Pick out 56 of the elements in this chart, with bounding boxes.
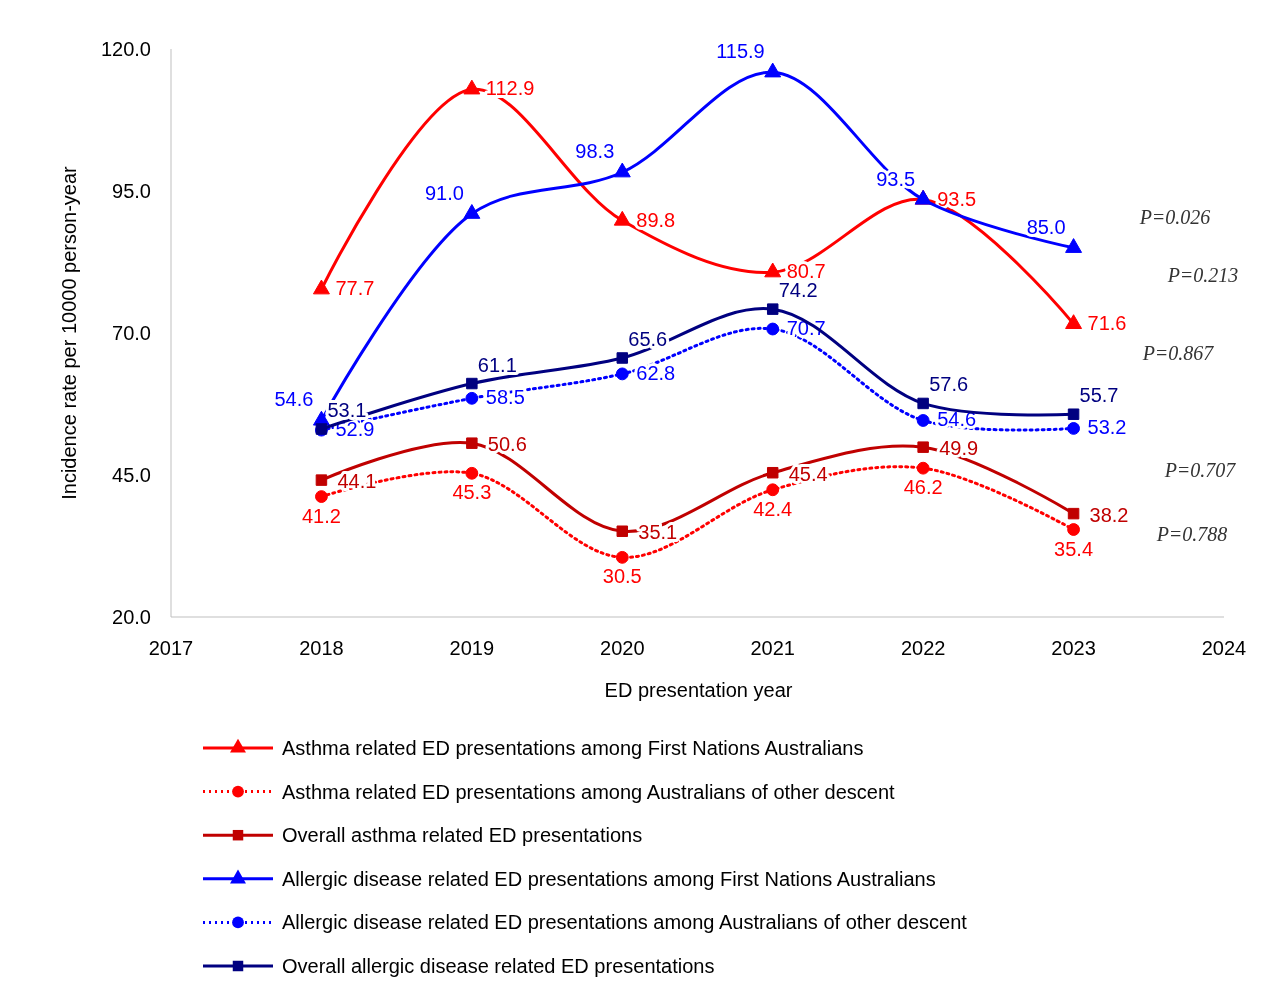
- data-label: 85.0: [1026, 215, 1066, 238]
- data-label: 44.1: [337, 470, 377, 493]
- annotation: P=0.026: [1138, 206, 1211, 228]
- annotation: P=0.213: [1166, 264, 1239, 286]
- data-label: 46.2: [903, 476, 943, 499]
- data-label: 42.4: [753, 497, 793, 520]
- x-tick-label: 2022: [900, 637, 946, 659]
- y-tick-label: 20.0: [112, 606, 151, 628]
- data-label: 55.7: [1079, 384, 1119, 407]
- data-label: 65.6: [628, 327, 668, 350]
- data-label: 41.2: [301, 504, 341, 527]
- data-label: 98.3: [575, 140, 615, 163]
- legend-label: Allergic disease related ED presentations among First Nations Australians: [282, 867, 936, 890]
- data-label: 112.9: [485, 77, 535, 100]
- data-label: 54.6: [274, 388, 314, 411]
- data-label: 53.1: [327, 398, 367, 421]
- data-label: 35.1: [638, 521, 678, 544]
- x-tick-label: 2023: [1051, 637, 1096, 659]
- data-label: 57.6: [929, 373, 969, 396]
- data-label: 45.3: [452, 481, 492, 504]
- legend-label: Overall allergic disease related ED presentations: [282, 955, 715, 977]
- data-label: 50.6: [487, 433, 527, 456]
- data-label: 93.5: [937, 187, 977, 210]
- legend-label: Allergic disease related ED presentations among Australians of other descent: [282, 911, 968, 934]
- annotation: P=0.707: [1163, 459, 1237, 481]
- legend-label: Asthma related ED presentations among Australians of other descent: [282, 780, 896, 803]
- data-label: 91.0: [424, 181, 464, 204]
- data-label: 54.6: [937, 408, 977, 431]
- legend-label: Overall asthma related ED presentations: [282, 824, 643, 847]
- x-axis-title: ED presentation year: [604, 679, 793, 701]
- data-label: 89.8: [636, 208, 676, 231]
- data-label: 35.4: [1054, 537, 1094, 560]
- legend-label: Asthma related ED presentations among First Nations Australians: [282, 737, 864, 759]
- x-tick-label: 2019: [449, 637, 495, 659]
- data-label: 115.9: [716, 40, 765, 63]
- x-tick-label: 2018: [299, 637, 344, 659]
- data-label: 61.1: [477, 353, 517, 376]
- y-axis-title: Incidence rate per 10000 person-year: [58, 165, 80, 500]
- annotation: P=0.788: [1155, 523, 1228, 545]
- x-tick-label: 2017: [148, 637, 194, 659]
- y-tick-label: 120.0: [100, 38, 151, 60]
- x-tick-label: 2021: [750, 637, 795, 659]
- y-tick-label: 95.0: [112, 180, 151, 202]
- x-tick-label: 2020: [600, 637, 645, 659]
- x-tick-label: 2024: [1201, 637, 1247, 659]
- data-label: 45.4: [788, 462, 828, 485]
- data-label: 30.5: [602, 565, 642, 588]
- data-label: 53.2: [1087, 416, 1127, 439]
- y-tick-label: 70.0: [112, 322, 151, 344]
- data-label: 77.7: [335, 277, 375, 300]
- y-tick-label: 45.0: [112, 464, 151, 486]
- data-label: 38.2: [1089, 503, 1129, 526]
- data-label: 71.6: [1087, 311, 1127, 334]
- data-label: 62.8: [636, 361, 676, 384]
- data-label: 49.9: [939, 437, 979, 460]
- annotation: P=0.867: [1141, 342, 1215, 364]
